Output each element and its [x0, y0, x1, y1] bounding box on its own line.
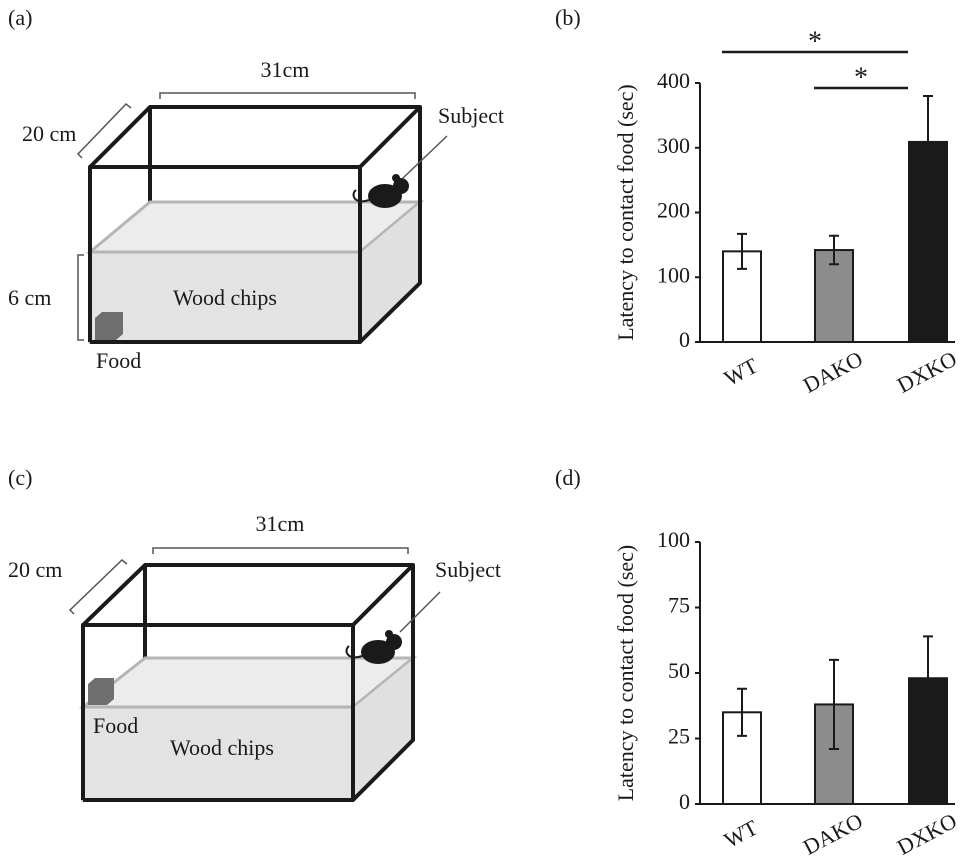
width-label: 31cm [256, 511, 305, 536]
x-tick-label: WT [720, 353, 762, 391]
y-tick-label: 50 [668, 658, 690, 683]
diagram-a: (a) 31cm 20 cm 6 cm Wood chips Food Subj… [8, 5, 504, 373]
bar [814, 249, 854, 343]
error-bar [737, 232, 747, 270]
error-bar [829, 658, 839, 750]
error-bar [737, 687, 747, 737]
y-tick-label: 200 [657, 198, 690, 223]
panel-label: (a) [8, 5, 32, 30]
panel-label: (c) [8, 465, 32, 490]
y-tick-label: 100 [657, 527, 690, 552]
dimension [77, 254, 84, 341]
x-tick-label: DXKO [893, 346, 961, 398]
bar-chart: (b) Latency to contact food (sec) 0 100 200 3… [555, 5, 961, 398]
error-bar [829, 234, 839, 266]
significance-label: * [854, 62, 868, 93]
food-label: Food [96, 348, 141, 373]
height-label: 6 cm [8, 285, 51, 310]
substrate-label: Wood chips [170, 735, 274, 760]
food-label: Food [93, 713, 138, 738]
width-label: 31cm [261, 57, 310, 82]
box-edge [351, 563, 415, 627]
panel-label: (d) [555, 465, 581, 490]
y-axis-label: Latency to contact food (sec) [613, 84, 638, 341]
subject-label: Subject [435, 557, 501, 582]
y-tick-label: 400 [657, 68, 690, 93]
y-tick-label: 0 [679, 789, 690, 814]
dimension [68, 559, 128, 615]
box-edge [358, 105, 422, 169]
error-bar [923, 635, 933, 722]
dimension [159, 92, 416, 99]
mouse [352, 174, 409, 208]
wood-chips [88, 250, 362, 344]
depth-label: 20 cm [8, 557, 62, 582]
mouse [345, 630, 402, 664]
substrate-label: Wood chips [173, 285, 277, 310]
y-tick-label: 75 [668, 593, 690, 618]
bar-chart: (d) Latency to contact food (sec) 0 25 50 75 1… [555, 465, 961, 860]
y-tick-label: 0 [679, 327, 690, 352]
pointer [399, 591, 441, 633]
x-tick-label: DXKO [893, 808, 961, 860]
food-cube [88, 678, 114, 705]
subject-label: Subject [438, 103, 504, 128]
dimension [152, 547, 409, 554]
x-tick-label: WT [720, 815, 762, 853]
panel-label: (b) [555, 5, 581, 30]
significance-label: * [808, 26, 822, 57]
dimension [76, 102, 132, 159]
y-tick-label: 25 [668, 724, 690, 749]
x-tick-label: DAKO [799, 808, 867, 860]
diagram-c: (c) 31cm 20 cm Wood chips Food Subject [8, 465, 501, 803]
y-tick-label: 100 [657, 262, 690, 287]
food-cube [95, 312, 123, 340]
depth-label: 20 cm [22, 121, 76, 146]
pointer [402, 135, 448, 179]
x-tick-label: DAKO [799, 346, 867, 398]
error-bar [923, 94, 933, 189]
y-axis-label: Latency to contact food (sec) [613, 545, 638, 802]
y-tick-label: 300 [657, 133, 690, 158]
